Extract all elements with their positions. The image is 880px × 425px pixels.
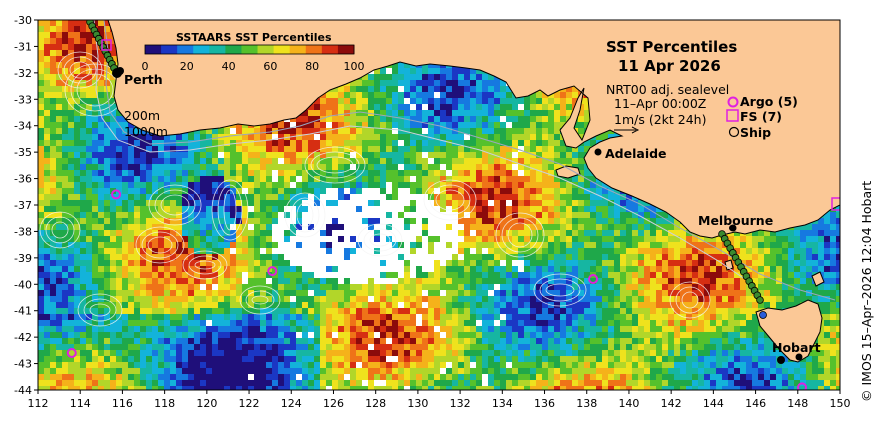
y-tick-label: -33 bbox=[14, 93, 32, 106]
colorbar-tick-label: 100 bbox=[344, 60, 365, 73]
y-tick-label: -43 bbox=[14, 358, 32, 371]
credit-text: © IMOS 15–Apr–2026 12:04 Hobart bbox=[859, 181, 874, 402]
colorbar-tick-label: 60 bbox=[263, 60, 277, 73]
y-tick-label: -40 bbox=[14, 278, 32, 291]
colorbar-tick-label: 0 bbox=[142, 60, 149, 73]
kangaroo-island bbox=[555, 165, 581, 179]
x-tick-label: 142 bbox=[661, 397, 682, 410]
map-plot-area[interactable] bbox=[38, 19, 842, 392]
argo-legend-label: Argo (5) bbox=[740, 94, 798, 109]
y-tick-label: -42 bbox=[14, 331, 32, 344]
isobath-1000m bbox=[93, 20, 761, 301]
depth-1000m-label: 1000m bbox=[124, 124, 168, 139]
y-tick-label: -44 bbox=[14, 384, 32, 397]
city-hobart: Hobart bbox=[772, 340, 821, 355]
y-tick-label: -38 bbox=[14, 225, 32, 238]
sealevel-contours bbox=[39, 51, 711, 327]
x-tick-label: 136 bbox=[534, 397, 555, 410]
y-tick-label: -36 bbox=[14, 173, 32, 186]
model-label: NRT00 adj. sealevel bbox=[606, 82, 729, 97]
x-tick-label: 144 bbox=[703, 397, 724, 410]
argo-floats bbox=[66, 189, 808, 390]
isobath-200m bbox=[103, 20, 836, 301]
x-tick-label: 112 bbox=[28, 397, 49, 410]
colorbar-ticks: 0 20 40 60 80 100 bbox=[142, 60, 365, 73]
adelaide-dot bbox=[594, 148, 602, 156]
x-tick-label: 150 bbox=[830, 397, 851, 410]
colorbar-title: SSTAARS SST Percentiles bbox=[176, 31, 332, 44]
colorbar-tick-label: 40 bbox=[222, 60, 236, 73]
y-tick-label: -31 bbox=[14, 40, 32, 53]
fs-marker bbox=[831, 197, 840, 211]
y-tick-label: -32 bbox=[14, 67, 32, 80]
fs-marker bbox=[101, 39, 112, 51]
colorbar-tick-label: 80 bbox=[305, 60, 319, 73]
y-tick-label: -35 bbox=[14, 146, 32, 159]
x-tick-label: 114 bbox=[70, 397, 91, 410]
fs-legend-label: FS (7) bbox=[740, 109, 782, 124]
city-melbourne: Melbourne bbox=[698, 213, 773, 228]
velocity-scale: 1m/s (2kt 24h) bbox=[614, 112, 706, 127]
y-tick-label: -30 bbox=[14, 14, 32, 27]
x-tick-label: 132 bbox=[450, 397, 471, 410]
tasmania bbox=[755, 299, 823, 363]
x-tick-label: 118 bbox=[154, 397, 175, 410]
y-tick-label: -34 bbox=[14, 120, 32, 133]
velocity-arrow bbox=[614, 126, 640, 134]
depth-200m-label: 200m bbox=[124, 108, 160, 123]
flinders-island bbox=[811, 271, 825, 287]
glider-tracks bbox=[86, 20, 767, 319]
argo-legend-icon bbox=[727, 96, 739, 108]
x-tick-label: 122 bbox=[239, 397, 260, 410]
fs-legend-icon bbox=[726, 109, 739, 122]
y-tick-label: -37 bbox=[14, 199, 32, 212]
x-tick-label: 124 bbox=[281, 397, 302, 410]
x-axis: 112 114 116 118 120 122 124 126 128 130 132 134 136 1… bbox=[28, 390, 851, 410]
king-island bbox=[724, 259, 734, 271]
city-perth: Perth bbox=[124, 72, 163, 87]
melbourne-dot bbox=[729, 224, 737, 232]
x-tick-label: 134 bbox=[492, 397, 513, 410]
colorbar bbox=[144, 44, 355, 55]
australia-mainland bbox=[38, 20, 840, 239]
x-tick-label: 138 bbox=[576, 397, 597, 410]
hobart-dot bbox=[795, 353, 803, 361]
city-adelaide: Adelaide bbox=[605, 146, 667, 161]
x-tick-label: 148 bbox=[787, 397, 808, 410]
x-tick-label: 116 bbox=[112, 397, 133, 410]
ship-legend-label: Ship bbox=[740, 125, 771, 140]
y-tick-label: -41 bbox=[14, 305, 32, 318]
x-tick-label: 128 bbox=[365, 397, 386, 410]
x-tick-label: 146 bbox=[745, 397, 766, 410]
x-tick-label: 120 bbox=[196, 397, 217, 410]
model-time: 11–Apr 00:00Z bbox=[614, 96, 706, 111]
y-axis: -30 -31 -32 -33 -34 -35 -36 -37 -38 -39 -40 -41 -42 -… bbox=[14, 14, 38, 397]
colorbar-tick-label: 20 bbox=[180, 60, 194, 73]
x-tick-label: 130 bbox=[407, 397, 428, 410]
y-tick-label: -39 bbox=[14, 252, 32, 265]
ship-legend-icon bbox=[728, 126, 740, 138]
map-date: 11 Apr 2026 bbox=[618, 57, 721, 75]
x-tick-label: 126 bbox=[323, 397, 344, 410]
x-tick-label: 140 bbox=[618, 397, 639, 410]
map-title: SST Percentiles bbox=[606, 38, 737, 56]
